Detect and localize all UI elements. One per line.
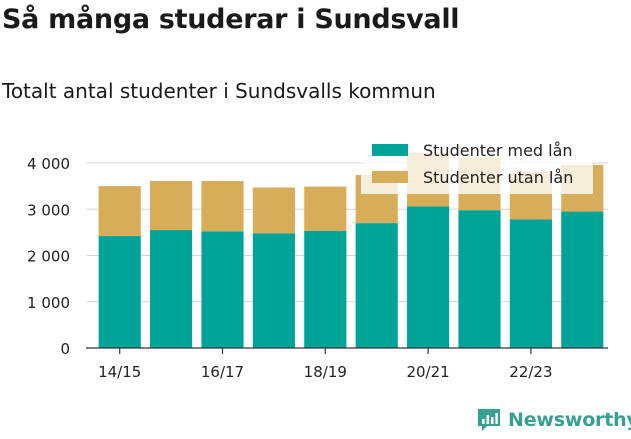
legend-label: Studenter med lån (423, 141, 573, 160)
bar-utan-lan (201, 181, 244, 232)
bar-med-lan (98, 236, 141, 348)
legend: Studenter med lån Studenter utan lån (361, 138, 593, 194)
newsworthy-logo-icon (478, 409, 500, 431)
x-tick-label: 14/15 (98, 363, 141, 381)
y-tick-label: 3 000 (27, 201, 70, 219)
x-tick-label: 22/23 (509, 363, 552, 381)
bar-med-lan (150, 230, 193, 348)
legend-label: Studenter utan lån (423, 168, 573, 187)
bar-med-lan (509, 219, 552, 348)
x-tick-label: 16/17 (201, 363, 244, 381)
stacked-bar-chart: 0 1 000 2 000 3 000 4 000 14/15 16/17 18/19 20/… (27, 138, 608, 381)
bar-med-lan (407, 206, 450, 348)
bar-utan-lan (150, 181, 193, 231)
bars (98, 152, 604, 348)
bar-utan-lan (252, 187, 295, 234)
y-tick-label: 2 000 (27, 248, 70, 266)
y-tick-label: 4 000 (27, 155, 70, 173)
bar-med-lan (355, 223, 398, 348)
bar-med-lan (561, 211, 604, 348)
x-tick-label: 18/19 (304, 363, 347, 381)
bar-med-lan (252, 233, 295, 348)
bar-utan-lan (304, 186, 347, 231)
bar-med-lan (304, 230, 347, 348)
brand-name: Newsworthy (508, 409, 631, 431)
bar-utan-lan (98, 186, 141, 237)
bar-med-lan (201, 231, 244, 348)
x-tick-label: 20/21 (406, 363, 449, 381)
y-tick-label: 0 (60, 340, 70, 358)
chart-title: Så många studerar i Sundsvall (2, 4, 460, 35)
legend-swatch (372, 171, 408, 183)
x-axis-labels: 14/15 16/17 18/19 20/21 22/23 (98, 348, 553, 381)
legend-swatch (372, 144, 408, 156)
y-tick-label: 1 000 (27, 294, 70, 312)
newsworthy-logo: Newsworthy (476, 407, 631, 433)
y-axis-labels: 0 1 000 2 000 3 000 4 000 (27, 155, 70, 358)
chart-subtitle: Totalt antal studenter i Sundsvalls komm… (2, 79, 436, 103)
bar-med-lan (458, 210, 501, 348)
